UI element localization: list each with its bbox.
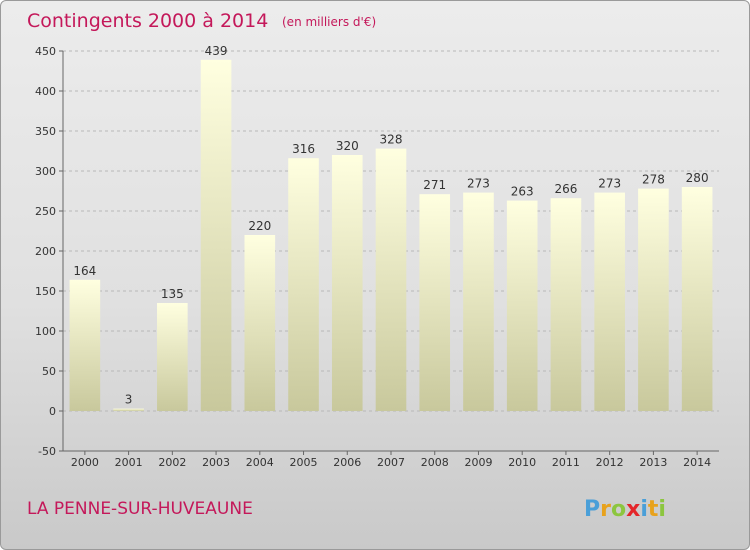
- commune-name: LA PENNE-SUR-HUVEAUNE: [27, 499, 253, 519]
- bar-value-label: 328: [380, 133, 403, 147]
- x-tick-label: 2007: [377, 456, 405, 469]
- y-tick-label: 400: [35, 85, 56, 98]
- y-tick-label: 100: [35, 325, 56, 338]
- logo-letter: t: [648, 497, 659, 522]
- bar: [681, 187, 713, 411]
- bar: [157, 303, 188, 411]
- logo-letter: x: [626, 497, 640, 522]
- bar-value-label: 271: [423, 178, 446, 192]
- bar: [594, 192, 625, 411]
- bar-value-label: 316: [292, 142, 315, 156]
- y-tick-label: 300: [35, 165, 56, 178]
- bars: 164 3 135 439 220 316 320 328 271 273 263 266 273 278…: [69, 44, 713, 412]
- bar: [419, 194, 451, 411]
- logo-letter: i: [640, 497, 648, 522]
- bar-value-label: 273: [467, 177, 490, 191]
- logo-letter: o: [611, 497, 626, 522]
- bar: [506, 200, 538, 411]
- x-tick-label: 2013: [639, 456, 667, 469]
- bar-value-label: 135: [161, 287, 184, 301]
- proxiti-logo: Proxiti: [584, 497, 666, 522]
- bar: [200, 59, 232, 412]
- y-tick-label: -50: [38, 445, 56, 458]
- y-tick-label: 350: [35, 125, 56, 138]
- bar-value-label: 3: [125, 393, 133, 407]
- bar-value-label: 164: [73, 264, 96, 278]
- bar: [113, 408, 144, 411]
- bar: [463, 192, 494, 411]
- chart-subtitle: (en milliers d'€): [282, 15, 376, 29]
- y-tick-label: 150: [35, 285, 56, 298]
- x-tick-label: 2008: [421, 456, 449, 469]
- logo-letter: r: [600, 497, 611, 522]
- y-tick-label: 250: [35, 205, 56, 218]
- x-tick-label: 2002: [158, 456, 186, 469]
- bar-value-label: 320: [336, 139, 359, 153]
- chart-title: Contingents 2000 à 2014: [27, 10, 268, 32]
- bar-value-label: 263: [511, 185, 534, 199]
- bar-value-label: 266: [554, 182, 577, 196]
- x-tick-label: 2012: [596, 456, 624, 469]
- bar: [550, 198, 582, 411]
- bar-value-label: 280: [686, 171, 709, 185]
- bar: [69, 279, 101, 411]
- y-tick-label: 0: [49, 405, 56, 418]
- y-tick-label: 450: [35, 45, 56, 58]
- x-tick-label: 2001: [115, 456, 143, 469]
- bar-value-label: 278: [642, 173, 665, 187]
- logo-letter: i: [658, 497, 666, 522]
- bar: [288, 158, 319, 411]
- y-tick-label: 200: [35, 245, 56, 258]
- bar: [375, 148, 407, 411]
- bar: [331, 155, 363, 411]
- bar-value-label: 273: [598, 177, 621, 191]
- bar-value-label: 220: [248, 219, 271, 233]
- x-tick-label: 2005: [290, 456, 318, 469]
- x-tick-label: 2011: [552, 456, 580, 469]
- bar: [244, 235, 276, 411]
- x-tick-label: 2010: [508, 456, 536, 469]
- y-tick-label: 50: [42, 365, 56, 378]
- y-axis: -50 0 50 100 150 200 250 300 350 400 450: [35, 45, 64, 458]
- x-tick-label: 2014: [683, 456, 711, 469]
- x-tick-label: 2000: [71, 456, 99, 469]
- x-tick-label: 2006: [333, 456, 361, 469]
- x-tick-label: 2009: [464, 456, 492, 469]
- x-axis: 2000 2001 2002 2003 2004 2005 2006 2007 2008 2009…: [63, 450, 719, 469]
- bar: [638, 188, 669, 411]
- logo-letter: P: [584, 497, 600, 522]
- x-tick-label: 2003: [202, 456, 230, 469]
- bar-value-label: 439: [205, 44, 228, 58]
- x-tick-label: 2004: [246, 456, 274, 469]
